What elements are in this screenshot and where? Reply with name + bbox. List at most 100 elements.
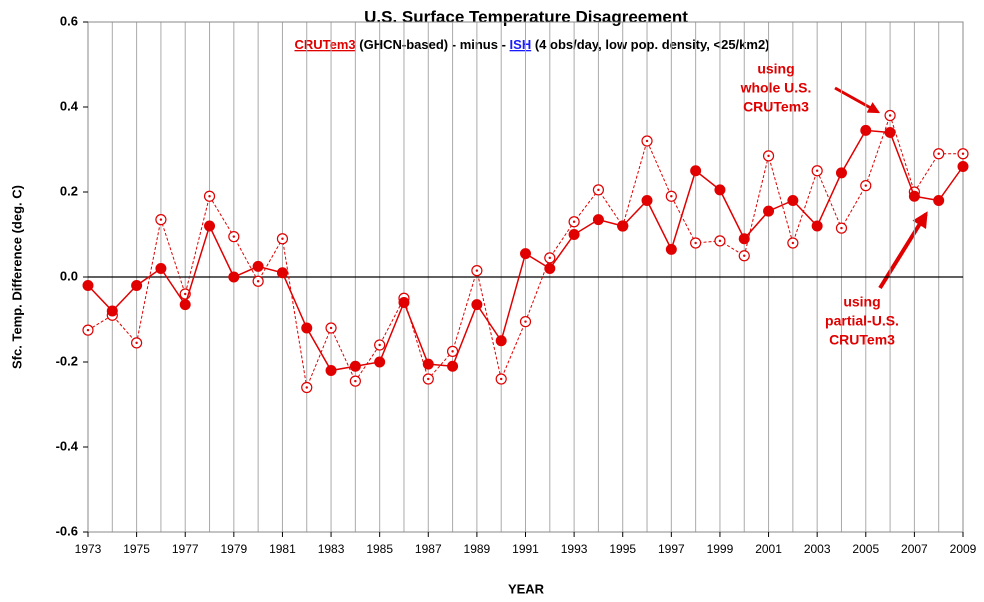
marker [884,127,896,138]
marker-dot [499,377,503,381]
marker-dot [645,139,649,143]
x-tick-label: 1975 [123,542,150,556]
x-tick-label: 1979 [220,542,247,556]
marker-dot [718,239,722,243]
marker [82,280,94,291]
marker-dot [743,254,746,257]
marker-dot [597,188,600,192]
y-axis-label: Sfc. Temp. Difference (deg. C) [9,185,24,369]
marker-dot [378,343,381,347]
annotation: CRUTem3 [743,99,809,115]
marker-dot [281,237,284,240]
y-tick-label: 0.0 [60,268,78,283]
marker [155,263,167,274]
x-axis-label: YEAR [508,581,545,596]
x-tick-label: 1993 [561,542,588,556]
x-tick-label: 2001 [755,542,782,556]
marker [422,358,434,370]
marker [544,263,556,274]
marker [228,271,240,283]
x-tick-label: 2009 [950,542,977,556]
marker [787,195,799,206]
marker-dot [888,114,892,117]
marker [860,124,872,136]
marker [301,322,313,334]
marker [179,299,191,311]
marker [349,360,361,372]
marker-dot [159,218,163,221]
x-tick-label: 1991 [512,542,539,556]
marker-dot [791,241,795,245]
annotation: using [843,294,880,310]
chart-title: U.S. Surface Temperature Disagreement [364,7,688,26]
subtitle-part: (4 obs/day, low pop. density, <25/km2) [535,37,770,52]
marker [447,360,459,372]
marker-dot [475,269,479,272]
x-tick-label: 1999 [707,542,734,556]
marker-dot [329,326,333,330]
marker-dot [135,341,138,345]
x-tick-label: 1995 [609,542,636,556]
marker [374,356,386,368]
marker [641,195,653,206]
marker [933,195,945,206]
marker [398,297,410,308]
x-tick-label: 1989 [464,542,491,556]
marker [665,243,677,255]
marker [495,335,507,347]
arrow [834,86,881,114]
annotation: partial-U.S. [825,313,899,329]
marker [957,161,969,172]
x-tick-label: 2007 [901,542,928,556]
x-tick-label: 2003 [804,542,831,556]
marker-dot [694,241,697,245]
x-tick-label: 2005 [852,542,879,556]
annotation: whole U.S. [740,80,812,96]
y-tick-label: -0.4 [56,438,79,453]
marker-dot [451,350,454,353]
marker-dot [86,328,90,332]
marker [690,165,702,177]
y-tick-label: 0.6 [60,13,78,28]
y-tick-label: -0.6 [56,523,78,538]
y-tick-label: 0.2 [60,183,78,198]
marker [811,220,823,232]
marker-dot [864,184,867,187]
marker-dot [961,152,965,155]
x-tick-label: 1997 [658,542,685,556]
marker-dot [572,220,576,223]
marker [568,229,580,240]
marker [763,205,775,217]
subtitle-part: - minus - [452,37,506,52]
marker [252,260,264,272]
marker-dot [767,154,770,158]
annotation: using [757,61,794,77]
marker [714,184,726,196]
subtitle-part: CRUTem3 [294,37,355,52]
x-tick-label: 1983 [318,542,345,556]
marker [325,365,337,376]
marker-dot [840,226,843,230]
subtitle: CRUTem3 (GHCN-based) - minus - ISH (4 ob… [294,37,769,52]
marker [908,190,920,202]
marker [835,167,847,179]
marker-dot [427,377,430,381]
marker-dot [937,152,940,155]
marker-dot [305,386,308,389]
annotation: CRUTem3 [829,332,895,348]
x-tick-label: 1985 [366,542,393,556]
y-tick-label: -0.2 [56,353,78,368]
marker-dot [232,235,236,238]
marker [276,267,288,279]
marker [106,305,118,317]
marker [520,248,531,260]
arrow [878,211,928,290]
marker [592,214,604,226]
marker [131,280,143,291]
marker [471,299,483,311]
x-tick-label: 1987 [415,542,442,556]
marker-dot [670,195,673,198]
marker-dot [815,169,819,172]
x-tick-label: 1977 [172,542,199,556]
